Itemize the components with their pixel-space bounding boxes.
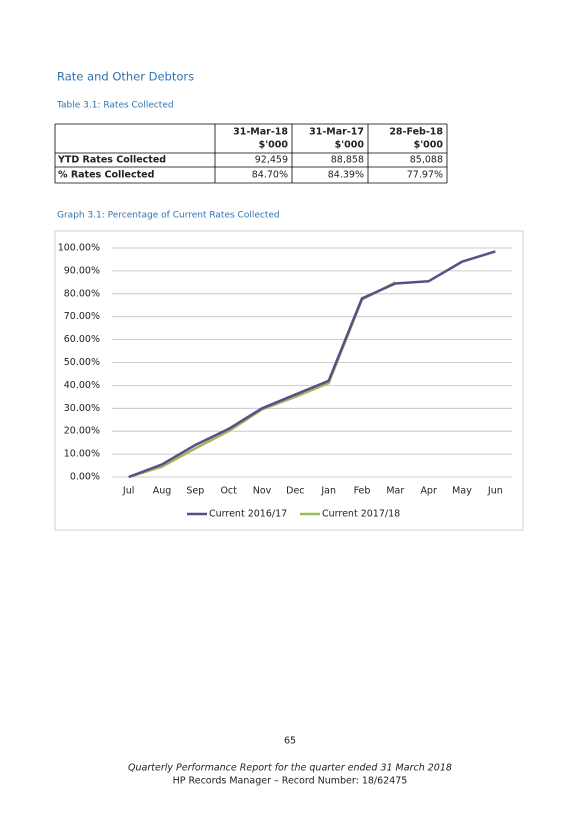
- section-title: Rate and Other Debtors: [57, 70, 194, 84]
- x-tick-label: Dec: [286, 486, 304, 497]
- y-tick-label: 0.00%: [70, 472, 100, 483]
- y-tick-label: 30.00%: [64, 403, 100, 414]
- x-tick-label: Jul: [122, 486, 134, 497]
- column-date: 31-Mar-18: [233, 127, 288, 138]
- column-date: 28-Feb-18: [389, 127, 443, 138]
- x-tick-label: Sep: [186, 486, 204, 497]
- table-cell: 92,459: [255, 155, 288, 166]
- footer-line: HP Records Manager – Record Number: 18/6…: [173, 776, 408, 787]
- x-tick-label: Jun: [487, 486, 503, 497]
- table-cell: 85,088: [410, 155, 443, 166]
- x-tick-label: Jan: [320, 486, 336, 497]
- x-tick-label: Aug: [153, 486, 172, 497]
- x-tick-label: Apr: [420, 486, 437, 497]
- y-tick-label: 50.00%: [64, 357, 100, 368]
- footer-line: Quarterly Performance Report for the qua…: [128, 763, 452, 774]
- table-cell: 84.39%: [328, 170, 364, 181]
- x-tick-label: Feb: [354, 486, 371, 497]
- legend-label: Current 2017/18: [322, 509, 400, 520]
- row-label: YTD Rates Collected: [57, 155, 166, 166]
- column-date: 31-Mar-17: [309, 127, 364, 138]
- x-tick-label: May: [452, 486, 472, 497]
- row-label: % Rates Collected: [58, 170, 154, 181]
- y-tick-label: 20.00%: [64, 426, 100, 437]
- y-tick-label: 100.00%: [58, 243, 100, 254]
- x-tick-label: Mar: [386, 486, 404, 497]
- column-unit: $'000: [259, 140, 289, 151]
- chart-frame: [54, 230, 524, 531]
- y-tick-label: 10.00%: [64, 449, 100, 460]
- table-cell: 88,858: [331, 155, 364, 166]
- series-line: [128, 250, 496, 479]
- x-tick-label: Nov: [253, 486, 272, 497]
- column-unit: $'000: [414, 140, 444, 151]
- column-unit: $'000: [335, 140, 365, 151]
- page-number: 65: [284, 736, 296, 747]
- y-tick-label: 40.00%: [64, 380, 100, 391]
- x-tick-label: Oct: [220, 486, 237, 497]
- legend-label: Current 2016/17: [209, 509, 287, 520]
- table-cell: 77.97%: [407, 170, 443, 181]
- table-caption: Table 3.1: Rates Collected: [56, 101, 174, 111]
- y-tick-label: 60.00%: [64, 334, 100, 345]
- y-tick-label: 90.00%: [64, 265, 100, 276]
- table-cell: 84.70%: [252, 170, 288, 181]
- graph-caption: Graph 3.1: Percentage of Current Rates C…: [57, 211, 280, 221]
- y-tick-label: 70.00%: [64, 311, 100, 322]
- y-tick-label: 80.00%: [64, 288, 100, 299]
